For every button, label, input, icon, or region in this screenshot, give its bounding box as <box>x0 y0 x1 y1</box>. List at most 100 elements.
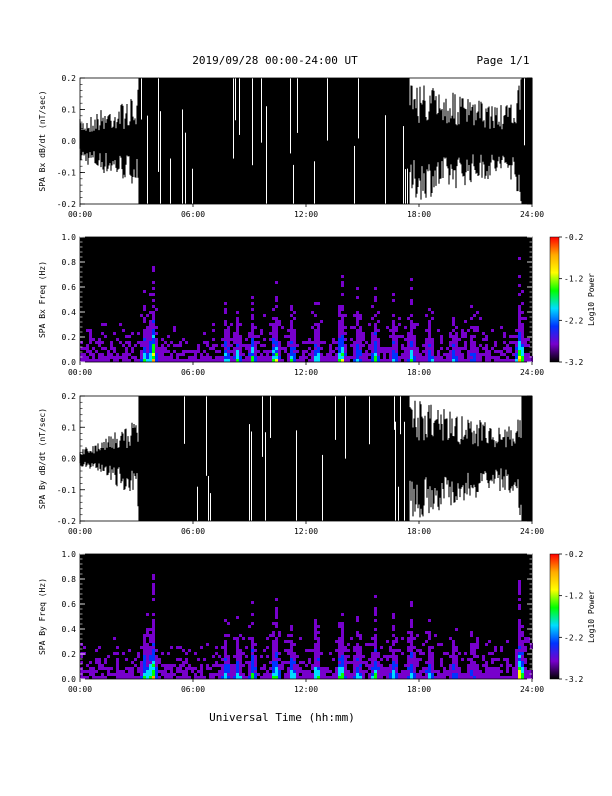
spectrogram-cell <box>326 670 329 673</box>
colorbar-tick-label: -0.2 <box>564 550 583 559</box>
spectrogram-cell <box>152 347 155 350</box>
signal-gap <box>296 430 297 521</box>
spectrogram-cell <box>146 634 149 637</box>
spectrogram-cell <box>374 634 377 637</box>
spectrogram-cell <box>341 643 344 646</box>
spectrogram-cell <box>287 359 290 362</box>
spectrogram-cell <box>224 329 227 332</box>
spectrogram-cell <box>149 332 152 335</box>
spectrogram-cell <box>425 344 428 347</box>
spectrogram-cell <box>299 661 302 664</box>
spectrogram-cell <box>149 329 152 332</box>
spectrogram-cell <box>242 664 245 667</box>
signal-gap <box>354 145 355 204</box>
spectrogram-cell <box>473 667 476 670</box>
spectrogram-cell <box>401 356 404 359</box>
spectrogram-cell <box>518 257 521 260</box>
spectrogram-cell <box>167 356 170 359</box>
spectrogram-cell <box>428 353 431 356</box>
spectrogram-cell <box>434 359 437 362</box>
spectrogram-cell <box>152 661 155 664</box>
spectrogram-cell <box>392 320 395 323</box>
signal-gap <box>262 396 263 457</box>
spectrogram-cell <box>428 347 431 350</box>
spectrogram-cell <box>281 664 284 667</box>
spectrogram-cell <box>320 667 323 670</box>
spectrogram-cell <box>119 676 122 679</box>
spectrogram-cell <box>449 341 452 344</box>
spectrogram-cell <box>416 673 419 676</box>
spectrogram-cell <box>89 338 92 341</box>
spectrogram-cell <box>371 335 374 338</box>
spectrogram-cell <box>224 673 227 676</box>
spectrogram-cell <box>389 655 392 658</box>
spectrogram-cell <box>95 350 98 353</box>
spectrogram-cell <box>287 673 290 676</box>
spectrogram-cell <box>413 347 416 350</box>
spectrogram-cell <box>527 670 530 673</box>
spectrogram-cell <box>197 344 200 347</box>
spectrogram-cell <box>413 655 416 658</box>
spectrogram-cell <box>404 359 407 362</box>
spectrogram-cell <box>221 670 224 673</box>
spectrogram-cell <box>314 359 317 362</box>
spectrogram-cell <box>341 625 344 628</box>
spectrogram-cell <box>371 344 374 347</box>
spectrogram-cell <box>239 664 242 667</box>
spectrogram-cell <box>311 673 314 676</box>
spectrogram-cell <box>416 347 419 350</box>
spectrogram-cell <box>494 670 497 673</box>
spectrogram-cell <box>212 344 215 347</box>
spectrogram-cell <box>518 275 521 278</box>
spectrogram-cell <box>341 622 344 625</box>
spectrogram-cell <box>473 359 476 362</box>
spectrogram-cell <box>473 326 476 329</box>
spectrogram-cell <box>512 335 515 338</box>
spectrogram-cell <box>86 350 89 353</box>
spectrogram-cell <box>248 625 251 628</box>
spectrogram-cell <box>527 356 530 359</box>
y-axis-label: SPA Bx Freq (Hz) <box>38 261 47 338</box>
spectrogram-cell <box>227 658 230 661</box>
spectrogram-cell <box>488 670 491 673</box>
spectrogram-cell <box>329 359 332 362</box>
spectrogram-cell <box>308 341 311 344</box>
spectrogram-cell <box>440 359 443 362</box>
spectrogram-cell <box>344 350 347 353</box>
spectrogram-cell <box>374 658 377 661</box>
spectrogram-cell <box>140 670 143 673</box>
spectrogram-cell <box>329 353 332 356</box>
spectrogram-cell <box>158 661 161 664</box>
spectrogram-cell <box>275 676 278 679</box>
spectrogram-cell <box>518 628 521 631</box>
spectrogram-cell <box>134 359 137 362</box>
spectrogram-cell <box>338 622 341 625</box>
signal-gap <box>405 169 406 204</box>
spectrogram-cell <box>431 353 434 356</box>
spectrogram-cell <box>470 631 473 634</box>
spectrogram-cell <box>467 664 470 667</box>
spectrogram-cell <box>104 347 107 350</box>
spectrogram-cell <box>380 350 383 353</box>
spectrogram-cell <box>314 329 317 332</box>
spectrogram-cell <box>266 637 269 640</box>
signal-gap <box>208 475 209 521</box>
spectrogram-cell <box>350 661 353 664</box>
spectrogram-cell <box>152 655 155 658</box>
spectrogram-cell <box>515 676 518 679</box>
spectrogram-cell <box>248 673 251 676</box>
spectrogram-cell <box>410 356 413 359</box>
spectrogram-cell <box>452 661 455 664</box>
spectrogram-cell <box>239 655 242 658</box>
spectrogram-cell <box>290 335 293 338</box>
spectrogram-cell <box>173 673 176 676</box>
spectrogram-cell <box>272 640 275 643</box>
spectrogram-cell <box>224 308 227 311</box>
spectrogram-cell <box>518 622 521 625</box>
spectrogram-cell <box>476 643 479 646</box>
spectrogram-cell <box>245 344 248 347</box>
spectrogram-cell <box>275 323 278 326</box>
spectrogram-cell <box>158 658 161 661</box>
spectrogram-cell <box>506 359 509 362</box>
spectrogram-cell <box>437 329 440 332</box>
